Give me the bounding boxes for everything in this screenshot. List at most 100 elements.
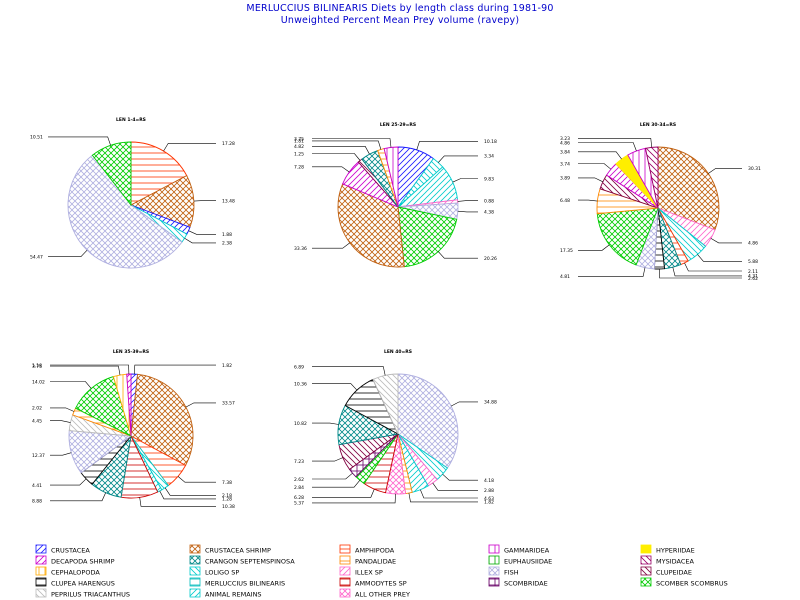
slice-value-label: 7.23 — [294, 459, 304, 465]
leader-line — [578, 138, 652, 148]
slice-value-label: 17.28 — [222, 141, 235, 147]
legend-item-cephalopoda: CEPHALOPODA — [35, 566, 100, 577]
leader-line — [188, 230, 216, 235]
leader-line — [697, 254, 742, 262]
slice-value-label: 6.48 — [560, 198, 570, 204]
leader-line — [312, 457, 343, 462]
slice-value-label: 10.38 — [222, 504, 235, 510]
legend-swatch — [640, 544, 652, 554]
pie-slice-gammaridea — [383, 146, 399, 208]
legend-item-all_other: ALL OTHER PREY — [339, 588, 410, 599]
leader-line — [312, 480, 361, 488]
slice-value-label: 2.11 — [748, 269, 758, 275]
leader-line — [312, 422, 339, 425]
slice-value-label: 54.47 — [30, 254, 43, 260]
leader-line — [50, 420, 71, 423]
legend-item-peprilus: PEPRILUS TRIACANTHUS — [35, 588, 130, 599]
slice-value-label: 10.51 — [30, 135, 43, 141]
pie-slice-crustacea_shrimp — [130, 373, 194, 467]
pie-title: LEN 40=RS — [384, 349, 412, 355]
legend-swatch — [488, 577, 500, 587]
slice-value-label: 4.86 — [748, 241, 758, 247]
slice-value-label: 4.81 — [560, 274, 570, 280]
legend-label: CRUSTACEA — [51, 547, 90, 555]
legend-label: AMMODYTES SP — [355, 580, 407, 588]
legend-item-euphausiidae: EUPHAUSIIDAE — [488, 555, 552, 566]
leader-line — [659, 268, 742, 279]
slice-value-label: 5.88 — [748, 259, 758, 265]
leader-line — [457, 210, 478, 213]
legend-swatch — [189, 588, 201, 598]
legend-item-loligo: LOLIGO SP — [189, 566, 239, 577]
legend-label: FISH — [504, 569, 519, 577]
leader-line — [139, 497, 216, 507]
leader-line — [432, 482, 478, 491]
legend-item-amphipoda: AMPHIPODA — [339, 544, 395, 555]
legend-item-ammodytes: AMMODYTES SP — [339, 577, 407, 588]
pie-slice-fish — [397, 373, 459, 469]
slice-value-label: 3.75 — [294, 136, 304, 142]
slice-value-label: 1.82 — [222, 363, 232, 369]
legend-item-gammaridea: GAMMARIDEA — [488, 544, 550, 555]
pie-title: LEN 1-4=RS — [116, 117, 146, 123]
slice-value-label: 12.37 — [32, 453, 45, 459]
slice-value-label: 3.84 — [560, 150, 570, 156]
legend-label: ALL OTHER PREY — [355, 591, 410, 599]
legend-item-illex: ILLEX SP — [339, 566, 383, 577]
legend-label: SCOMBER SCOMBRUS — [656, 580, 728, 588]
leader-line — [50, 478, 87, 486]
leader-line — [312, 166, 350, 173]
legend-item-crustacea_shrimp: CRUSTACEA SHRIMP — [189, 544, 271, 555]
leader-line — [312, 138, 392, 148]
legend-item-pandalidae: PANDALIDAE — [339, 555, 396, 566]
slice-value-label: 0.88 — [484, 198, 494, 204]
leader-line — [50, 452, 72, 456]
legend-swatch — [640, 555, 652, 565]
slice-value-label: 3.34 — [484, 154, 494, 160]
pie-slice-scomber — [596, 207, 659, 266]
legend-label: CRANGON SEPTEMSPINOSA — [205, 558, 295, 566]
leader-line — [578, 163, 612, 170]
slice-value-label: 7.38 — [222, 480, 232, 486]
legend-item-crustacea: CRUSTACEA — [35, 544, 90, 555]
slice-value-label: 4.86 — [560, 140, 570, 146]
slice-value-label: 2.62 — [294, 477, 304, 483]
legend: CRUSTACEA CRUSTACEA SHRIMP AMPHIPODA GAMMAR… — [35, 544, 728, 599]
leader-line — [50, 381, 92, 389]
slice-value-label: 2.18 — [222, 493, 232, 499]
pie-chart-2: LEN 25-29=RS 10.18 3.34 9.83 0.88 4.38 20.26 33… — [294, 122, 497, 268]
slice-value-label: 33.57 — [222, 401, 235, 407]
pie-slice-fish — [67, 154, 183, 269]
slice-value-label: 4.82 — [294, 144, 304, 150]
legend-swatch — [339, 555, 351, 565]
legend-swatch — [189, 566, 201, 576]
slice-value-label: 2.38 — [222, 241, 232, 247]
slice-value-label: 30.31 — [748, 166, 761, 172]
slice-value-label: 10.36 — [294, 381, 307, 387]
slice-value-label: 9.83 — [484, 176, 494, 182]
leader-line — [312, 383, 358, 391]
slice-value-label: 2.02 — [32, 406, 42, 412]
pie-chart-1: LEN 1-4=RS 17.28 13.48 1.88 2.38 54.47 10.51 — [30, 117, 235, 269]
legend-label: GAMMARIDEA — [504, 547, 550, 555]
pie-chart-5: LEN 40=RS 34.88 4.18 2.88 4.631.82 5.376.28 2.… — [294, 349, 497, 507]
legend-item-scomber: SCOMBER SCOMBRUS — [640, 577, 728, 588]
leader-line — [50, 492, 106, 502]
slice-value-label: 1.88 — [222, 232, 232, 238]
leader-line — [684, 262, 742, 272]
legend-item-scombridae: SCOMBRIDAE — [488, 577, 548, 588]
slice-value-label: 10.82 — [294, 421, 307, 427]
slice-value-label: 2.62 — [748, 276, 758, 282]
legend-label: PEPRILUS TRIACANTHUS — [51, 591, 130, 599]
legend-swatch — [640, 566, 652, 576]
leader-line — [177, 476, 216, 483]
legend-swatch — [339, 577, 351, 587]
leader-line — [438, 155, 478, 163]
slice-value-label: 4.45 — [32, 418, 42, 424]
legend-label: ILLEX SP — [355, 569, 383, 577]
slice-value-label: 10.18 — [484, 139, 497, 145]
pie-slice-crustacea_shrimp — [129, 175, 195, 228]
slice-value-label: 1.82 — [484, 500, 494, 506]
